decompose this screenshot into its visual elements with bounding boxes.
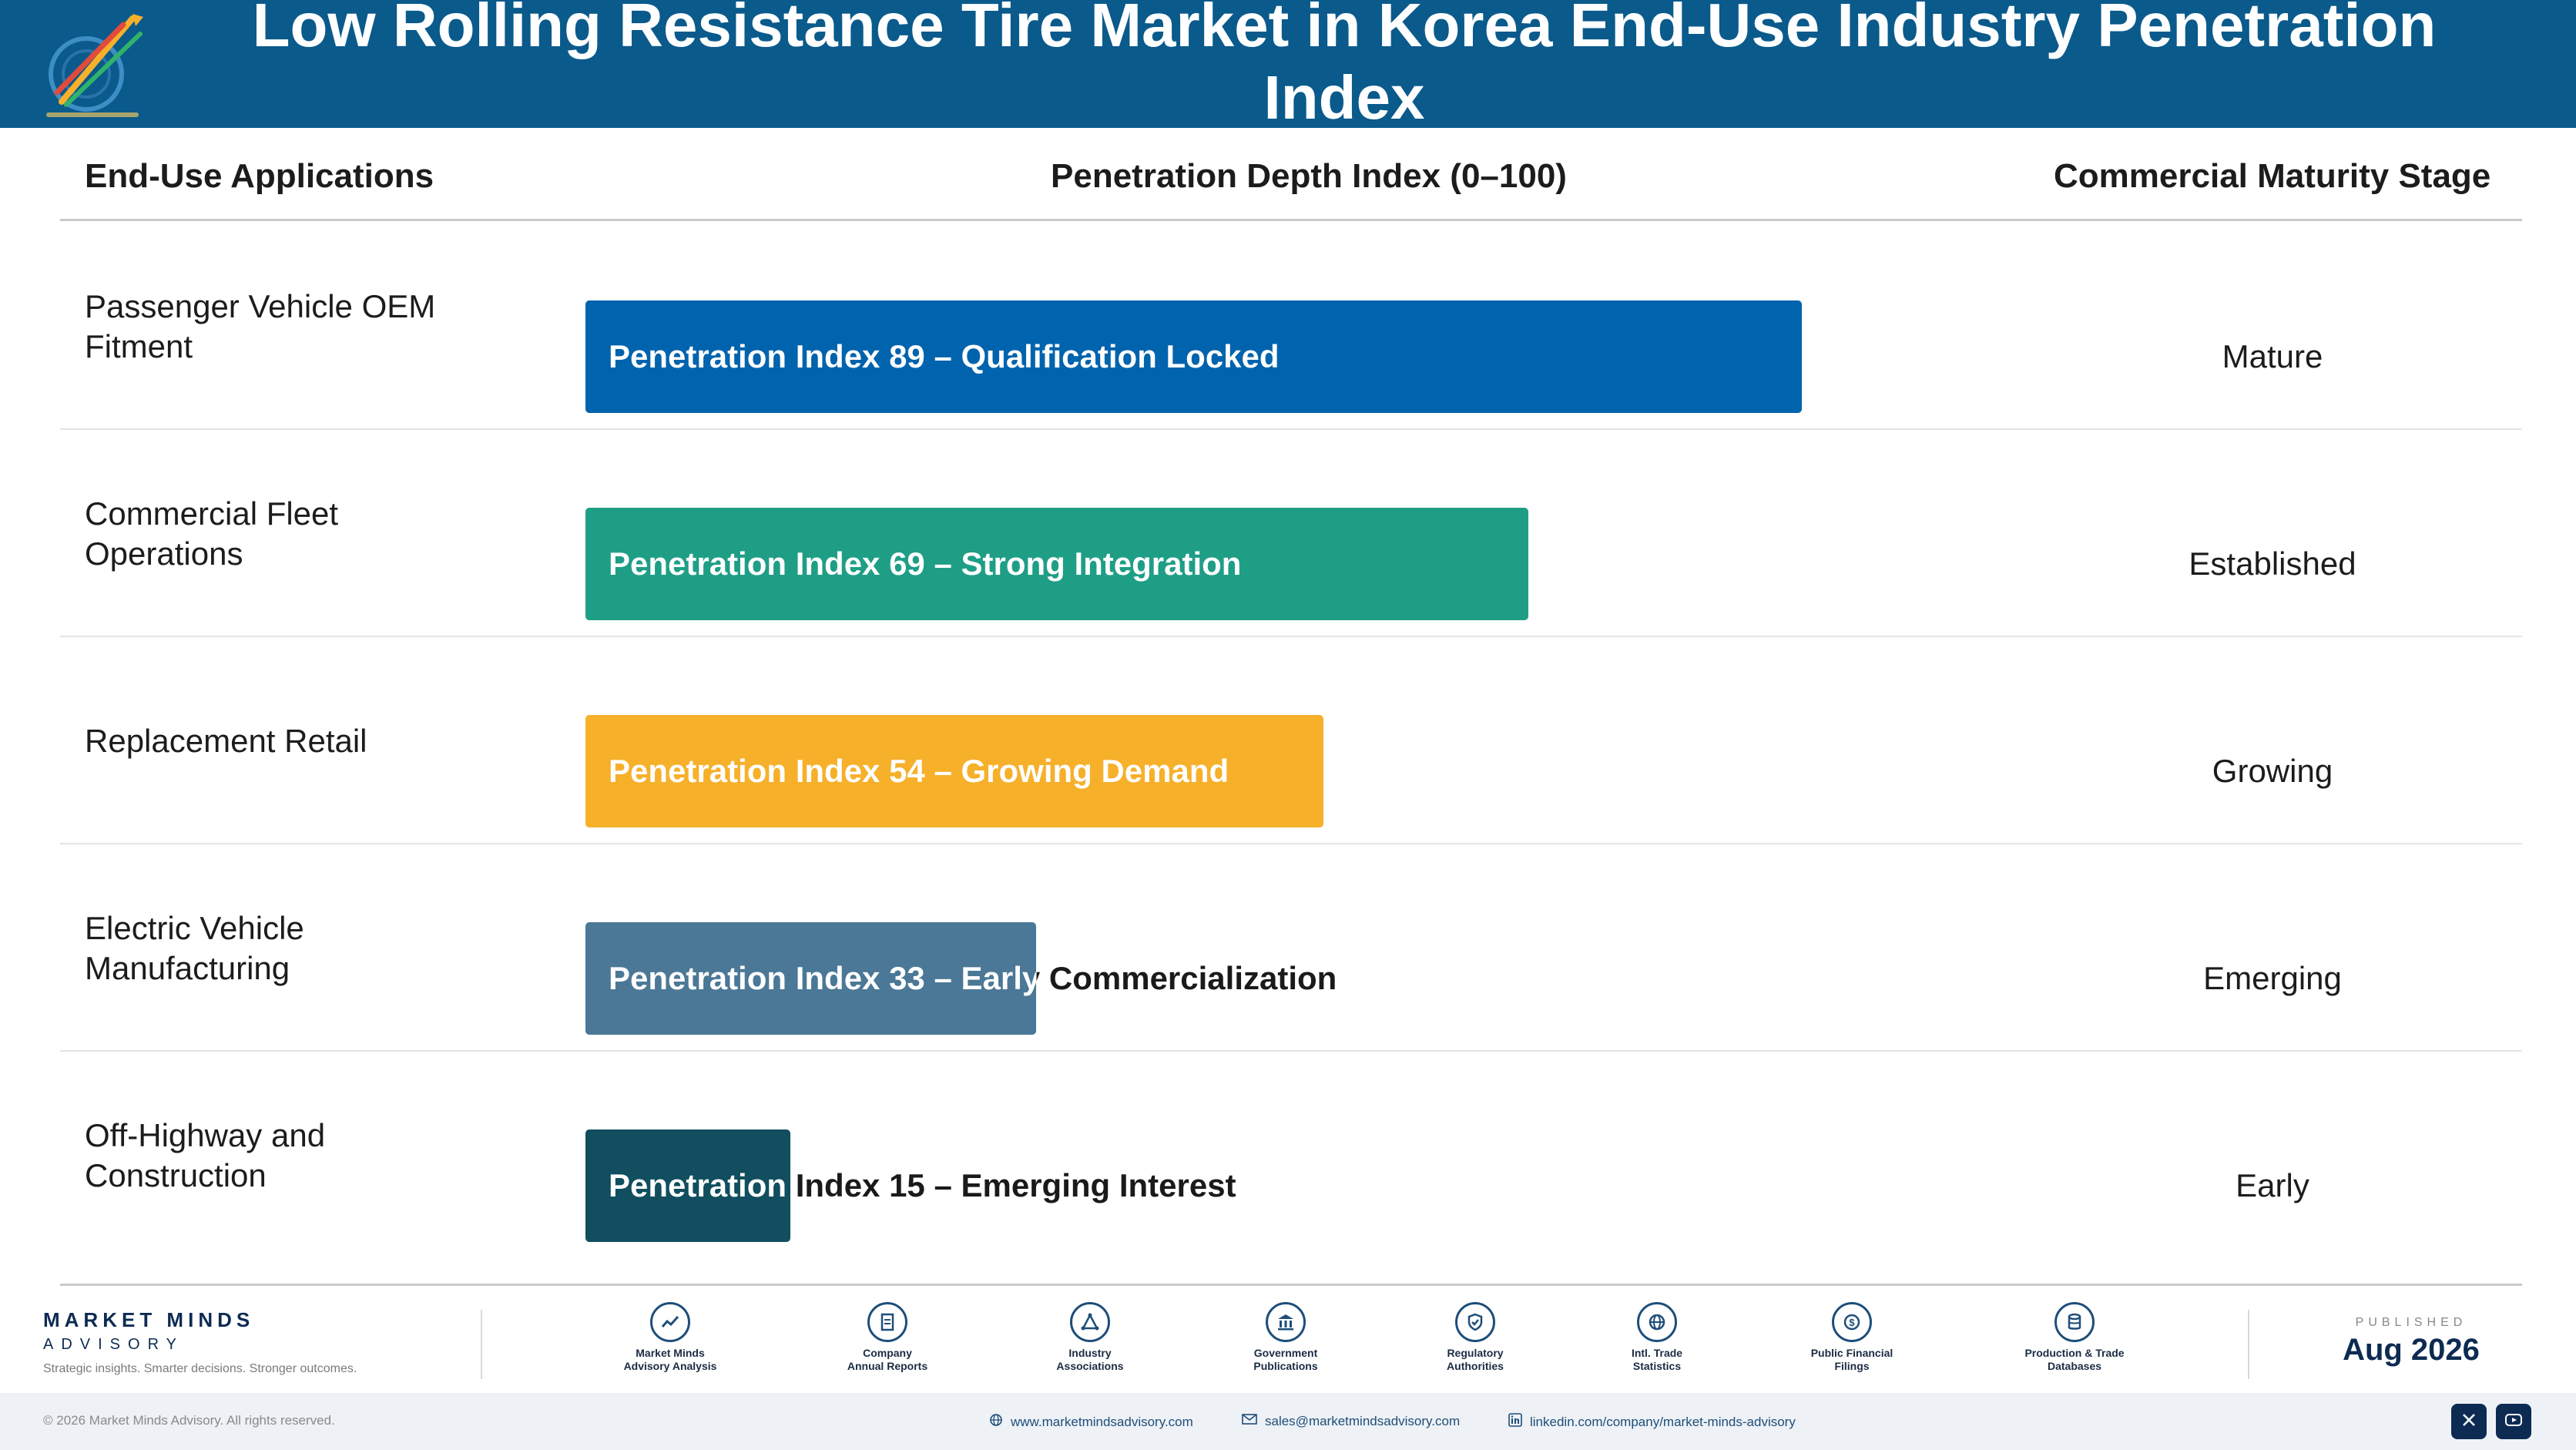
row-divider — [60, 428, 2522, 430]
published-date: Aug 2026 — [2343, 1333, 2480, 1367]
penetration-bar — [585, 508, 1529, 620]
header-divider — [60, 219, 2522, 221]
chart-row: Replacement Retail Penetration Index 54 … — [0, 638, 2576, 844]
column-header-stage: Commercial Maturity Stage — [2054, 157, 2491, 195]
email-text: sales@marketmindsadvisory.com — [1265, 1413, 1461, 1428]
linkedin-link[interactable]: linkedin.com/company/market-minds-adviso… — [1508, 1413, 1796, 1431]
penetration-bar — [585, 922, 1037, 1035]
page-title: Low Rolling Resistance Tire Market in Ko… — [252, 0, 2437, 132]
published-label: PUBLISHED — [2355, 1316, 2467, 1329]
source-item: Production & Trade Databases — [1994, 1302, 2155, 1373]
source-label: Government — [1253, 1347, 1318, 1359]
chart-row: Electric Vehicle Manufacturing Penetrati… — [0, 845, 2576, 1052]
svg-text:$: $ — [1849, 1317, 1855, 1328]
source-item: Industry Associations — [1009, 1302, 1171, 1373]
stage-label: Mature — [2222, 338, 2323, 374]
category-label: Replacement Retail — [85, 723, 367, 759]
source-label: Publications — [1253, 1360, 1318, 1372]
government-building-icon — [1266, 1302, 1306, 1342]
shield-check-icon — [1455, 1302, 1495, 1342]
globe-icon — [1637, 1302, 1677, 1342]
category-label: Off-Highway and Construction — [85, 1117, 326, 1193]
bar-label: Penetration Index 15 – Emerging Interest — [609, 1129, 1236, 1242]
youtube-social-button[interactable] — [2496, 1404, 2531, 1439]
penetration-bar — [585, 1129, 791, 1242]
bar-label: Penetration Index 69 – Strong Integratio… — [609, 508, 1241, 620]
youtube-icon — [2504, 1412, 2523, 1432]
footer-bottom-bar: © 2026 Market Minds Advisory. All rights… — [0, 1393, 2576, 1450]
source-label: Market Minds — [636, 1347, 705, 1359]
trend-chart-icon — [650, 1302, 690, 1342]
source-item: Regulatory Authorities — [1394, 1302, 1556, 1373]
email-link[interactable]: sales@marketmindsadvisory.com — [1242, 1413, 1460, 1429]
source-label: Databases — [2047, 1360, 2102, 1372]
linkedin-text: linkedin.com/company/market-minds-adviso… — [1530, 1414, 1796, 1429]
source-label: Filings — [1834, 1360, 1870, 1372]
row-divider — [60, 636, 2522, 637]
brand-logo — [46, 14, 143, 117]
source-item: Company Annual Reports — [807, 1302, 968, 1373]
bar-label: Penetration Index 89 – Qualification Loc… — [609, 300, 1280, 413]
database-icon — [2054, 1302, 2095, 1342]
source-item: $ Public Financial Filings — [1771, 1302, 1933, 1373]
footer-brand-name: MARKET MINDS — [43, 1308, 255, 1331]
website-text: www.marketmindsadvisory.com — [1011, 1414, 1193, 1429]
source-label: Regulatory — [1447, 1347, 1504, 1359]
footer-divider — [2248, 1310, 2249, 1379]
x-social-button[interactable] — [2451, 1404, 2487, 1439]
source-label: Intl. Trade — [1631, 1347, 1683, 1359]
linkedin-icon — [1508, 1413, 1522, 1431]
stage-label: Established — [2189, 545, 2356, 582]
dollar-coin-icon: $ — [1832, 1302, 1872, 1342]
globe-icon — [989, 1413, 1003, 1431]
source-label: Associations — [1056, 1360, 1124, 1372]
source-label: Authorities — [1447, 1360, 1504, 1372]
copyright-text: © 2026 Market Minds Advisory. All rights… — [43, 1413, 335, 1428]
network-icon — [1070, 1302, 1110, 1342]
chart-row: Off-Highway and Construction Penetration… — [0, 1052, 2576, 1259]
x-icon — [2460, 1411, 2477, 1432]
penetration-bar — [585, 300, 1802, 413]
footer: MARKET MINDS ADVISORY Strategic insights… — [0, 1294, 2576, 1393]
stage-label: Growing — [2212, 753, 2333, 789]
footer-divider — [481, 1310, 482, 1379]
chart-row: Commercial Fleet Operations Penetration … — [0, 431, 2576, 637]
source-item: Intl. Trade Statistics — [1576, 1302, 1738, 1373]
source-item: Market Minds Advisory Analysis — [589, 1302, 751, 1373]
source-item: Government Publications — [1205, 1302, 1367, 1373]
column-header-applications: End-Use Applications — [85, 157, 434, 195]
footer-brand-sub: ADVISORY — [43, 1336, 184, 1353]
chart-bottom-divider — [60, 1284, 2522, 1286]
bar-label: Penetration Index 33 – Early Commerciali… — [609, 922, 1337, 1035]
footer-tagline: Strategic insights. Smarter decisions. S… — [43, 1362, 357, 1375]
row-divider — [60, 843, 2522, 844]
website-link[interactable]: www.marketmindsadvisory.com — [989, 1413, 1193, 1431]
stage-label: Emerging — [2203, 960, 2342, 996]
category-label: Electric Vehicle Manufacturing — [85, 910, 304, 986]
mail-icon — [1242, 1413, 1257, 1429]
category-label: Passenger Vehicle OEM Fitment — [85, 288, 436, 364]
source-label: Company — [863, 1347, 912, 1359]
source-label: Industry — [1068, 1347, 1112, 1359]
document-icon — [867, 1302, 907, 1342]
category-label: Commercial Fleet Operations — [85, 495, 339, 572]
penetration-bar — [585, 715, 1323, 827]
source-label: Production & Trade — [2024, 1347, 2125, 1359]
header-banner: Low Rolling Resistance Tire Market in Ko… — [0, 0, 2576, 132]
row-divider — [60, 1050, 2522, 1052]
source-label: Annual Reports — [847, 1360, 928, 1372]
bar-label: Penetration Index 54 – Growing Demand — [609, 715, 1229, 827]
source-label: Public Financial — [1810, 1347, 1893, 1359]
chart-row: Passenger Vehicle OEM Fitment Penetratio… — [0, 223, 2576, 430]
stage-label: Early — [2236, 1167, 2309, 1203]
source-label: Advisory Analysis — [623, 1360, 717, 1372]
column-header-depth: Penetration Depth Index (0–100) — [1051, 157, 1567, 195]
source-label: Statistics — [1632, 1360, 1682, 1372]
